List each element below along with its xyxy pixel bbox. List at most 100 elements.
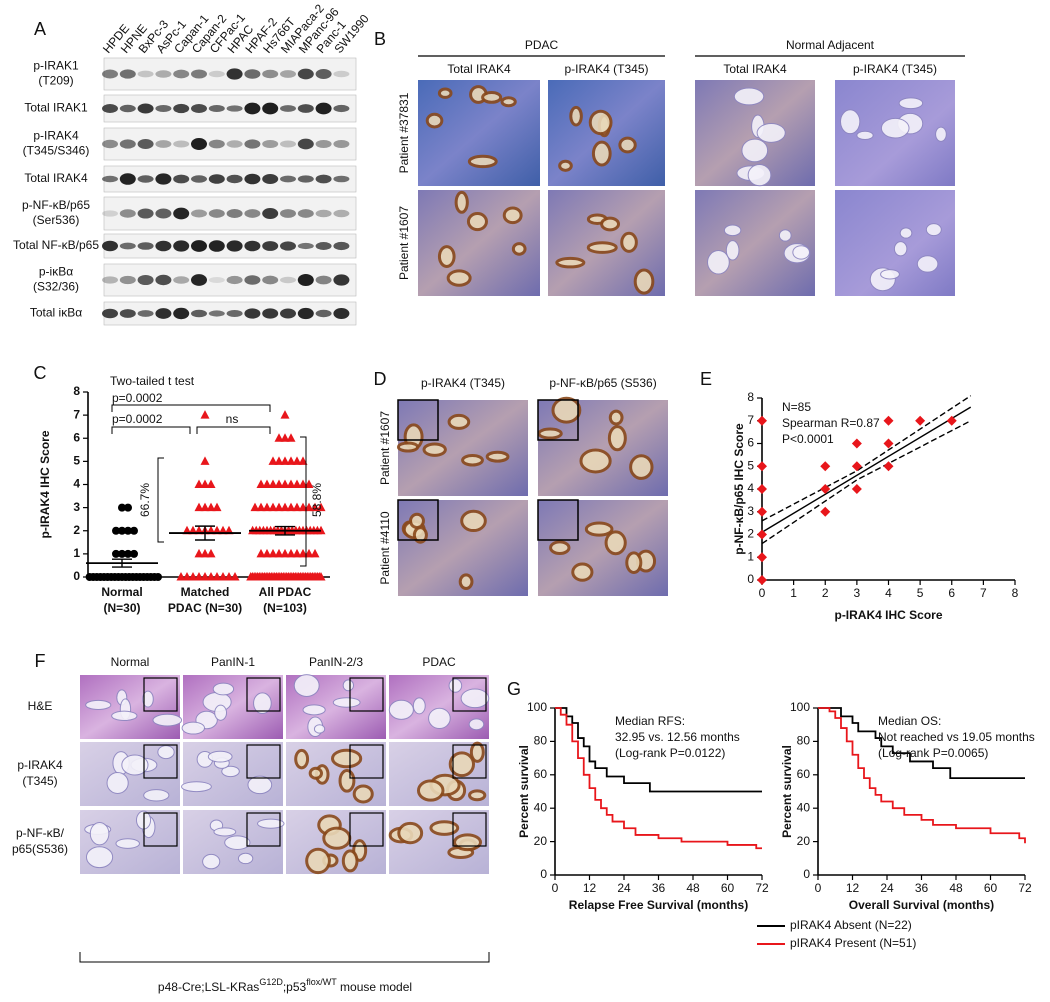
blot-band [208, 70, 225, 78]
inset-box [246, 677, 281, 712]
column-header: Total IRAK4 [447, 62, 511, 76]
blot-band [262, 174, 279, 184]
blot-band [102, 276, 118, 284]
blot-band [244, 209, 261, 218]
tissue-structure [916, 255, 939, 273]
tissue-structure [502, 206, 523, 225]
blot-band [173, 103, 190, 114]
column-header: p-NF-κB/p65 (S536) [549, 376, 656, 390]
x-tick-label: 12 [846, 881, 860, 895]
tissue-structure [202, 853, 221, 870]
y-tick-label: 80 [534, 734, 548, 748]
blot-row-label: Total iκBα [30, 306, 82, 320]
tissue-structure [555, 256, 586, 269]
data-point [200, 548, 210, 558]
data-point [194, 548, 204, 558]
x-tick-label: 1 [790, 586, 797, 600]
blot-band [173, 207, 190, 220]
data-point [851, 484, 862, 494]
y-tick-label: 0 [747, 572, 754, 586]
tissue-structure [224, 835, 251, 850]
data-point [883, 461, 894, 472]
blot-band [155, 140, 172, 148]
error-bar [195, 525, 215, 541]
blot-band [208, 209, 225, 218]
tissue-structure [880, 269, 900, 280]
y-tick-label: 2 [747, 527, 754, 541]
data-point [298, 548, 308, 558]
tissue-structure [322, 826, 352, 850]
tissue-structure [429, 820, 460, 836]
blot-band [297, 68, 314, 80]
tissue-structure [302, 704, 326, 716]
panel-letter: C [34, 363, 47, 383]
caption-part: G12D [259, 977, 283, 987]
blot-band [208, 139, 225, 149]
blot-band [262, 140, 279, 148]
confidence-band [761, 420, 972, 545]
blot-row-label: (T209) [38, 74, 73, 88]
data-point [262, 479, 272, 488]
group-header: Normal Adjacent [786, 38, 875, 52]
tissue-structure [412, 697, 426, 715]
tissue-structure [416, 779, 445, 802]
blot-band [226, 310, 243, 317]
tissue-structure [437, 87, 453, 99]
tissue-structure [181, 781, 212, 793]
data-point [851, 438, 862, 449]
blot-row-label: p-IRAK4 [33, 129, 79, 143]
blot-band [155, 173, 172, 185]
x-tick-label: 5 [917, 586, 924, 600]
x-tick-label: 36 [915, 881, 929, 895]
data-point [292, 456, 302, 465]
tissue-structure [212, 682, 235, 696]
x-tick-label: 60 [721, 881, 735, 895]
data-point [118, 503, 126, 512]
blot-band [208, 104, 225, 113]
data-point [757, 506, 767, 517]
x-tick-label: 7 [980, 586, 987, 600]
inset-box [246, 812, 281, 847]
data-point [194, 479, 204, 488]
inset-box [452, 744, 487, 779]
blot-band [262, 69, 279, 79]
stat-annotation: N=85 [782, 400, 811, 414]
data-point [286, 502, 296, 512]
data-point [250, 502, 260, 512]
x-tick-label: 12 [583, 881, 597, 895]
blot-band [226, 140, 243, 148]
data-point [304, 479, 314, 488]
row-header: (T345) [22, 774, 57, 788]
blot-band [155, 240, 172, 252]
blot-row-label: Total IRAK1 [24, 101, 88, 115]
survival-curve [818, 707, 1025, 780]
tissue-structure [425, 112, 444, 129]
data-point [194, 502, 204, 512]
data-point [268, 456, 278, 465]
blot-band [244, 275, 261, 285]
blot-band [137, 70, 154, 78]
blot-row-label: (Ser536) [33, 213, 80, 227]
tissue-structure [85, 846, 114, 869]
data-point [757, 415, 767, 426]
data-point [304, 502, 314, 512]
y-axis-label: p-IRAK4 IHC Score [38, 430, 52, 538]
stat-annotation: 32.95 vs. 12.56 months [615, 730, 740, 744]
data-point [286, 548, 296, 558]
data-point [274, 433, 284, 442]
x-tick-label: 24 [617, 881, 631, 895]
blot-band [280, 241, 296, 251]
inset-box [397, 499, 439, 541]
blot-band [137, 274, 154, 286]
blot-row-label: p-iκBα [39, 265, 73, 279]
blot-band [191, 240, 207, 252]
blot-band [191, 309, 207, 318]
data-point [280, 548, 290, 558]
data-point [268, 479, 278, 488]
tissue-structure [454, 190, 469, 214]
data-point [292, 479, 302, 488]
y-tick-label: 7 [747, 413, 754, 427]
panel-letter: B [374, 29, 386, 49]
y-tick-label: 1 [73, 546, 80, 560]
blot-band [262, 102, 279, 115]
